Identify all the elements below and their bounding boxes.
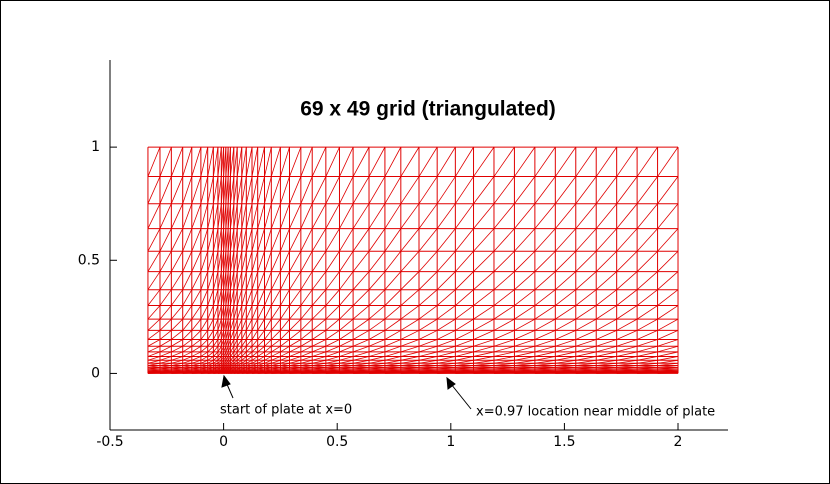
mesh-diagonal (657, 146, 679, 374)
mesh-diagonal (473, 146, 495, 374)
mesh-diagonal (554, 146, 577, 374)
mesh-diagonal (217, 147, 222, 374)
mesh-diagonal (245, 147, 253, 374)
mesh-diagonal (455, 146, 474, 374)
mesh-diagonal (595, 146, 617, 374)
mesh-diagonal (368, 146, 386, 374)
x-tick-label: 0.5 (326, 434, 348, 450)
mesh-diagonal (400, 146, 420, 374)
mesh-diagonal (264, 147, 272, 374)
x-tick-label: 2 (674, 434, 683, 450)
mesh-diagonal (227, 147, 231, 374)
mesh-diagonal (236, 147, 243, 374)
mesh-diagonal (207, 147, 214, 374)
mesh-diagonal (289, 146, 302, 374)
mesh-diagonal (230, 147, 235, 374)
y-tick-label: 0 (91, 365, 100, 381)
mesh-diagonal (200, 147, 209, 374)
mesh-diagonal (418, 146, 438, 374)
mesh-diagonal (251, 147, 259, 374)
mesh-diagonal (636, 146, 658, 374)
mesh-diagonal (384, 146, 402, 374)
y-tick-label: 1 (91, 139, 100, 155)
y-tick-label: 0.5 (78, 252, 100, 268)
axes: -0.5 0 0.5 1 1.5 2 0 0.5 1 (78, 60, 728, 450)
mesh-diagonal (493, 146, 515, 374)
mesh-diagonal (339, 146, 354, 374)
mesh-diagonal (241, 147, 247, 374)
x-tick-label: 1.5 (553, 434, 575, 450)
mesh-diagonal (170, 146, 184, 374)
x-tick-label: 1 (446, 434, 455, 450)
mesh-diagonal (233, 147, 238, 374)
mesh-diagonal (182, 147, 193, 374)
mesh-diagonal (325, 146, 340, 374)
arrow (446, 376, 472, 410)
mesh-diagonal (575, 146, 597, 374)
mesh-diagonal (212, 147, 219, 374)
mesh-diagonal (534, 146, 556, 374)
arrow (221, 374, 234, 399)
mesh-diagonal (270, 147, 281, 374)
mesh-diagonal (436, 146, 456, 374)
mesh-diagonal (159, 146, 172, 374)
mesh-diagonal (311, 146, 327, 374)
mesh-diagonal (514, 146, 536, 374)
x-tick-label: 0 (219, 434, 228, 450)
mesh (147, 146, 679, 374)
annotation: x=0.97 location near middle of plate (476, 405, 715, 420)
mesh-diagonal (257, 147, 265, 374)
mesh-diagonal (225, 147, 229, 374)
mesh-diagonal (616, 146, 638, 374)
x-tick-label: -0.5 (96, 434, 123, 450)
mesh-diagonal (223, 147, 227, 374)
annotation: start of plate at x=0 (220, 403, 352, 418)
mesh-diagonal (280, 147, 290, 374)
mesh-diagonal (220, 147, 225, 374)
mesh-diagonal (352, 146, 370, 374)
mesh-diagonal (147, 146, 161, 374)
mesh-diagonal (191, 147, 202, 374)
mesh-diagonal (300, 146, 313, 374)
chart-title: 69 x 49 grid (triangulated) (300, 98, 556, 121)
